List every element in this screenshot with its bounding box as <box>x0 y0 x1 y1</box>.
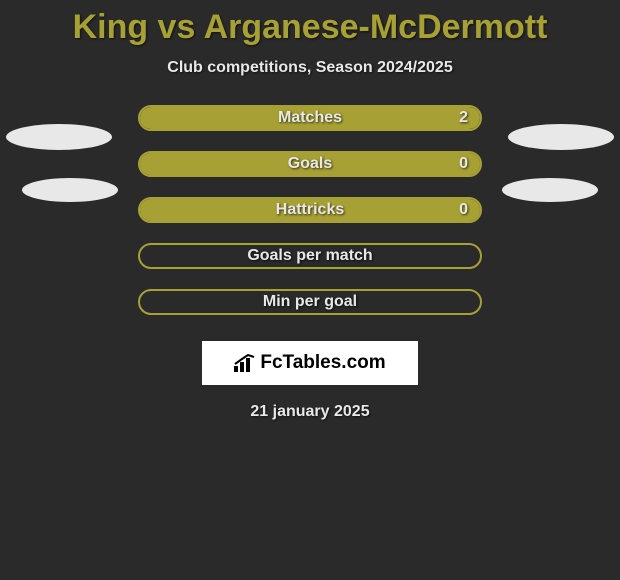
comparison-card: King vs Arganese-McDermott Club competit… <box>0 0 620 421</box>
stat-right-value: 0 <box>459 201 468 219</box>
page-subtitle: Club competitions, Season 2024/2025 <box>167 59 452 77</box>
page-title: King vs Arganese-McDermott <box>73 8 548 47</box>
stat-bar-left <box>140 107 367 129</box>
stat-bar-left <box>140 199 310 221</box>
stat-bar-right <box>310 153 480 175</box>
stat-row-goals: 0 Goals 0 <box>0 151 620 177</box>
stat-bar-left <box>140 153 310 175</box>
stat-right-value: 2 <box>459 109 468 127</box>
stat-row-goals-per-match: Goals per match <box>0 243 620 269</box>
chart-icon <box>234 354 256 372</box>
stat-row-min-per-goal: Min per goal <box>0 289 620 315</box>
stat-bar-track <box>138 197 482 223</box>
logo-label: FcTables.com <box>260 352 385 374</box>
source-logo: FcTables.com <box>202 341 418 385</box>
date-label: 21 january 2025 <box>250 403 369 421</box>
logo-text: FcTables.com <box>234 352 385 374</box>
stat-bar-right <box>310 199 480 221</box>
stat-row-matches: 4 Matches 2 <box>0 105 620 131</box>
stat-row-hattricks: 0 Hattricks 0 <box>0 197 620 223</box>
stat-right-value: 0 <box>459 155 468 173</box>
stat-bar-track <box>138 243 482 269</box>
stat-bar-track <box>138 151 482 177</box>
stat-bar-track <box>138 289 482 315</box>
stat-bar-track <box>138 105 482 131</box>
